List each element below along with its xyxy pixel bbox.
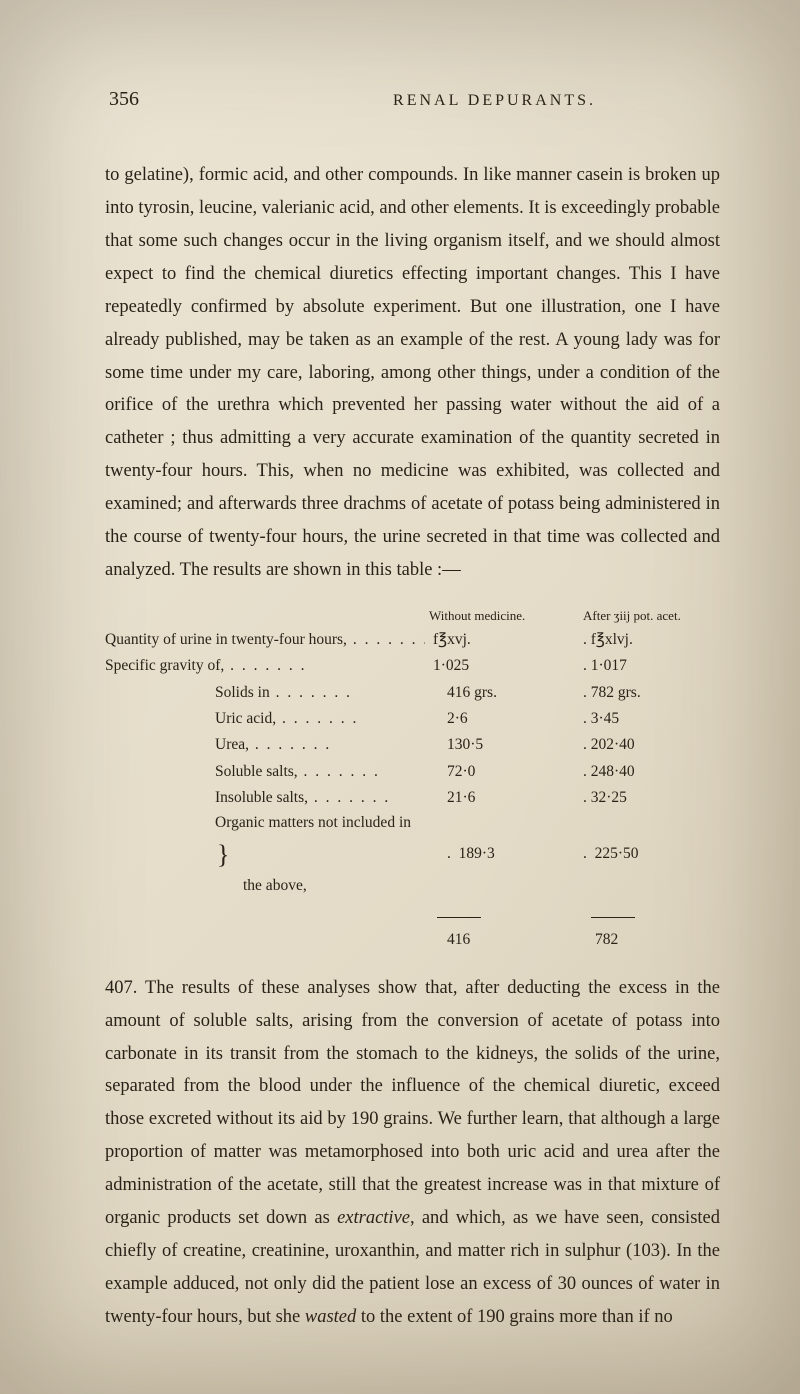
table-row: Soluble salts,72·0. 248·40 (105, 759, 720, 785)
table-row: Solids in416 grs.. 782 grs. (105, 680, 720, 706)
brace-label: Organic matters not included in } the ab… (105, 811, 425, 897)
paragraph-text: to gelatine), formic acid, and other com… (105, 159, 720, 587)
table-total-row: 416 782 (105, 927, 720, 953)
total-c: 782 (583, 927, 723, 953)
row-value-after: . f℥xlvj. (583, 627, 723, 653)
row-value-after: . 202·40 (583, 732, 723, 758)
spacer (105, 901, 425, 927)
leader-dots (308, 789, 390, 806)
row-label: Soluble salts, (105, 759, 425, 785)
row-value-without: 21·6 (429, 785, 579, 811)
row-value-after: . 782 grs. (583, 680, 723, 706)
page-number: 356 (109, 88, 139, 111)
total-b: 416 (429, 927, 579, 953)
row-value-without: f℥xvj. (429, 627, 579, 653)
table-row: Quantity of urine in twenty-four hours,f… (105, 627, 720, 653)
column-header-after-acetate: After ʒiij pot. acet. (583, 605, 723, 627)
row-label: Urea, (105, 732, 425, 758)
row-value-after: . 3·45 (583, 706, 723, 732)
row-value-after: . 248·40 (583, 759, 723, 785)
leader-dots (276, 710, 358, 727)
brace-glyph: } (217, 840, 229, 869)
table-body: Quantity of urine in twenty-four hours,f… (105, 627, 720, 811)
leader-dots (224, 657, 306, 674)
table-row: Urea,130·5. 202·40 (105, 732, 720, 758)
row-label: Specific gravity of, (105, 653, 425, 679)
paragraph-text: 407. The results of these analyses show … (105, 972, 720, 1334)
brace-line1: Organic matters not included in (215, 814, 411, 831)
brace-val-c: . 225·50 (583, 841, 723, 867)
brace-line2: the above, (215, 877, 307, 894)
table-row: Specific gravity of,1·025. 1·017 (105, 653, 720, 679)
body-paragraph-2: 407. The results of these analyses show … (105, 972, 720, 1334)
rule-b (429, 901, 579, 927)
running-head: 356 RENAL DEPURANTS. (105, 88, 720, 111)
running-title: RENAL DEPURANTS. (393, 92, 596, 110)
spacer (105, 605, 425, 627)
leader-dots (249, 736, 331, 753)
table-header-row: Without medicine. After ʒiij pot. acet. (105, 605, 720, 627)
leader-dots (270, 684, 352, 701)
row-value-without: 416 grs. (429, 680, 579, 706)
row-value-after: . 1·017 (583, 653, 723, 679)
row-value-without: 2·6 (429, 706, 579, 732)
row-value-without: 72·0 (429, 759, 579, 785)
row-value-without: 130·5 (429, 732, 579, 758)
row-label: Insoluble salts, (105, 785, 425, 811)
body-paragraph-1: to gelatine), formic acid, and other com… (105, 159, 720, 587)
row-value-without: 1·025 (429, 653, 579, 679)
leader-dots (298, 763, 380, 780)
results-table: Without medicine. After ʒiij pot. acet. … (105, 605, 720, 954)
row-label: Uric acid, (105, 706, 425, 732)
table-row: Insoluble salts,21·6. 32·25 (105, 785, 720, 811)
scanned-page: 356 RENAL DEPURANTS. to gelatine), formi… (0, 0, 800, 1394)
table-brace-row: Organic matters not included in } the ab… (105, 811, 720, 897)
leader-dots (347, 631, 425, 648)
brace-c-value: 225·50 (595, 845, 639, 862)
brace-val-b: . 189·3 (429, 841, 579, 867)
column-header-without-medicine: Without medicine. (429, 605, 579, 627)
brace-b-value: 189·3 (459, 845, 495, 862)
total-rule-row (105, 901, 720, 927)
row-label: Quantity of urine in twenty-four hours, (105, 627, 425, 653)
row-value-after: . 32·25 (583, 785, 723, 811)
rule-c (583, 901, 723, 927)
row-label: Solids in (105, 680, 425, 706)
table-row: Uric acid,2·6. 3·45 (105, 706, 720, 732)
